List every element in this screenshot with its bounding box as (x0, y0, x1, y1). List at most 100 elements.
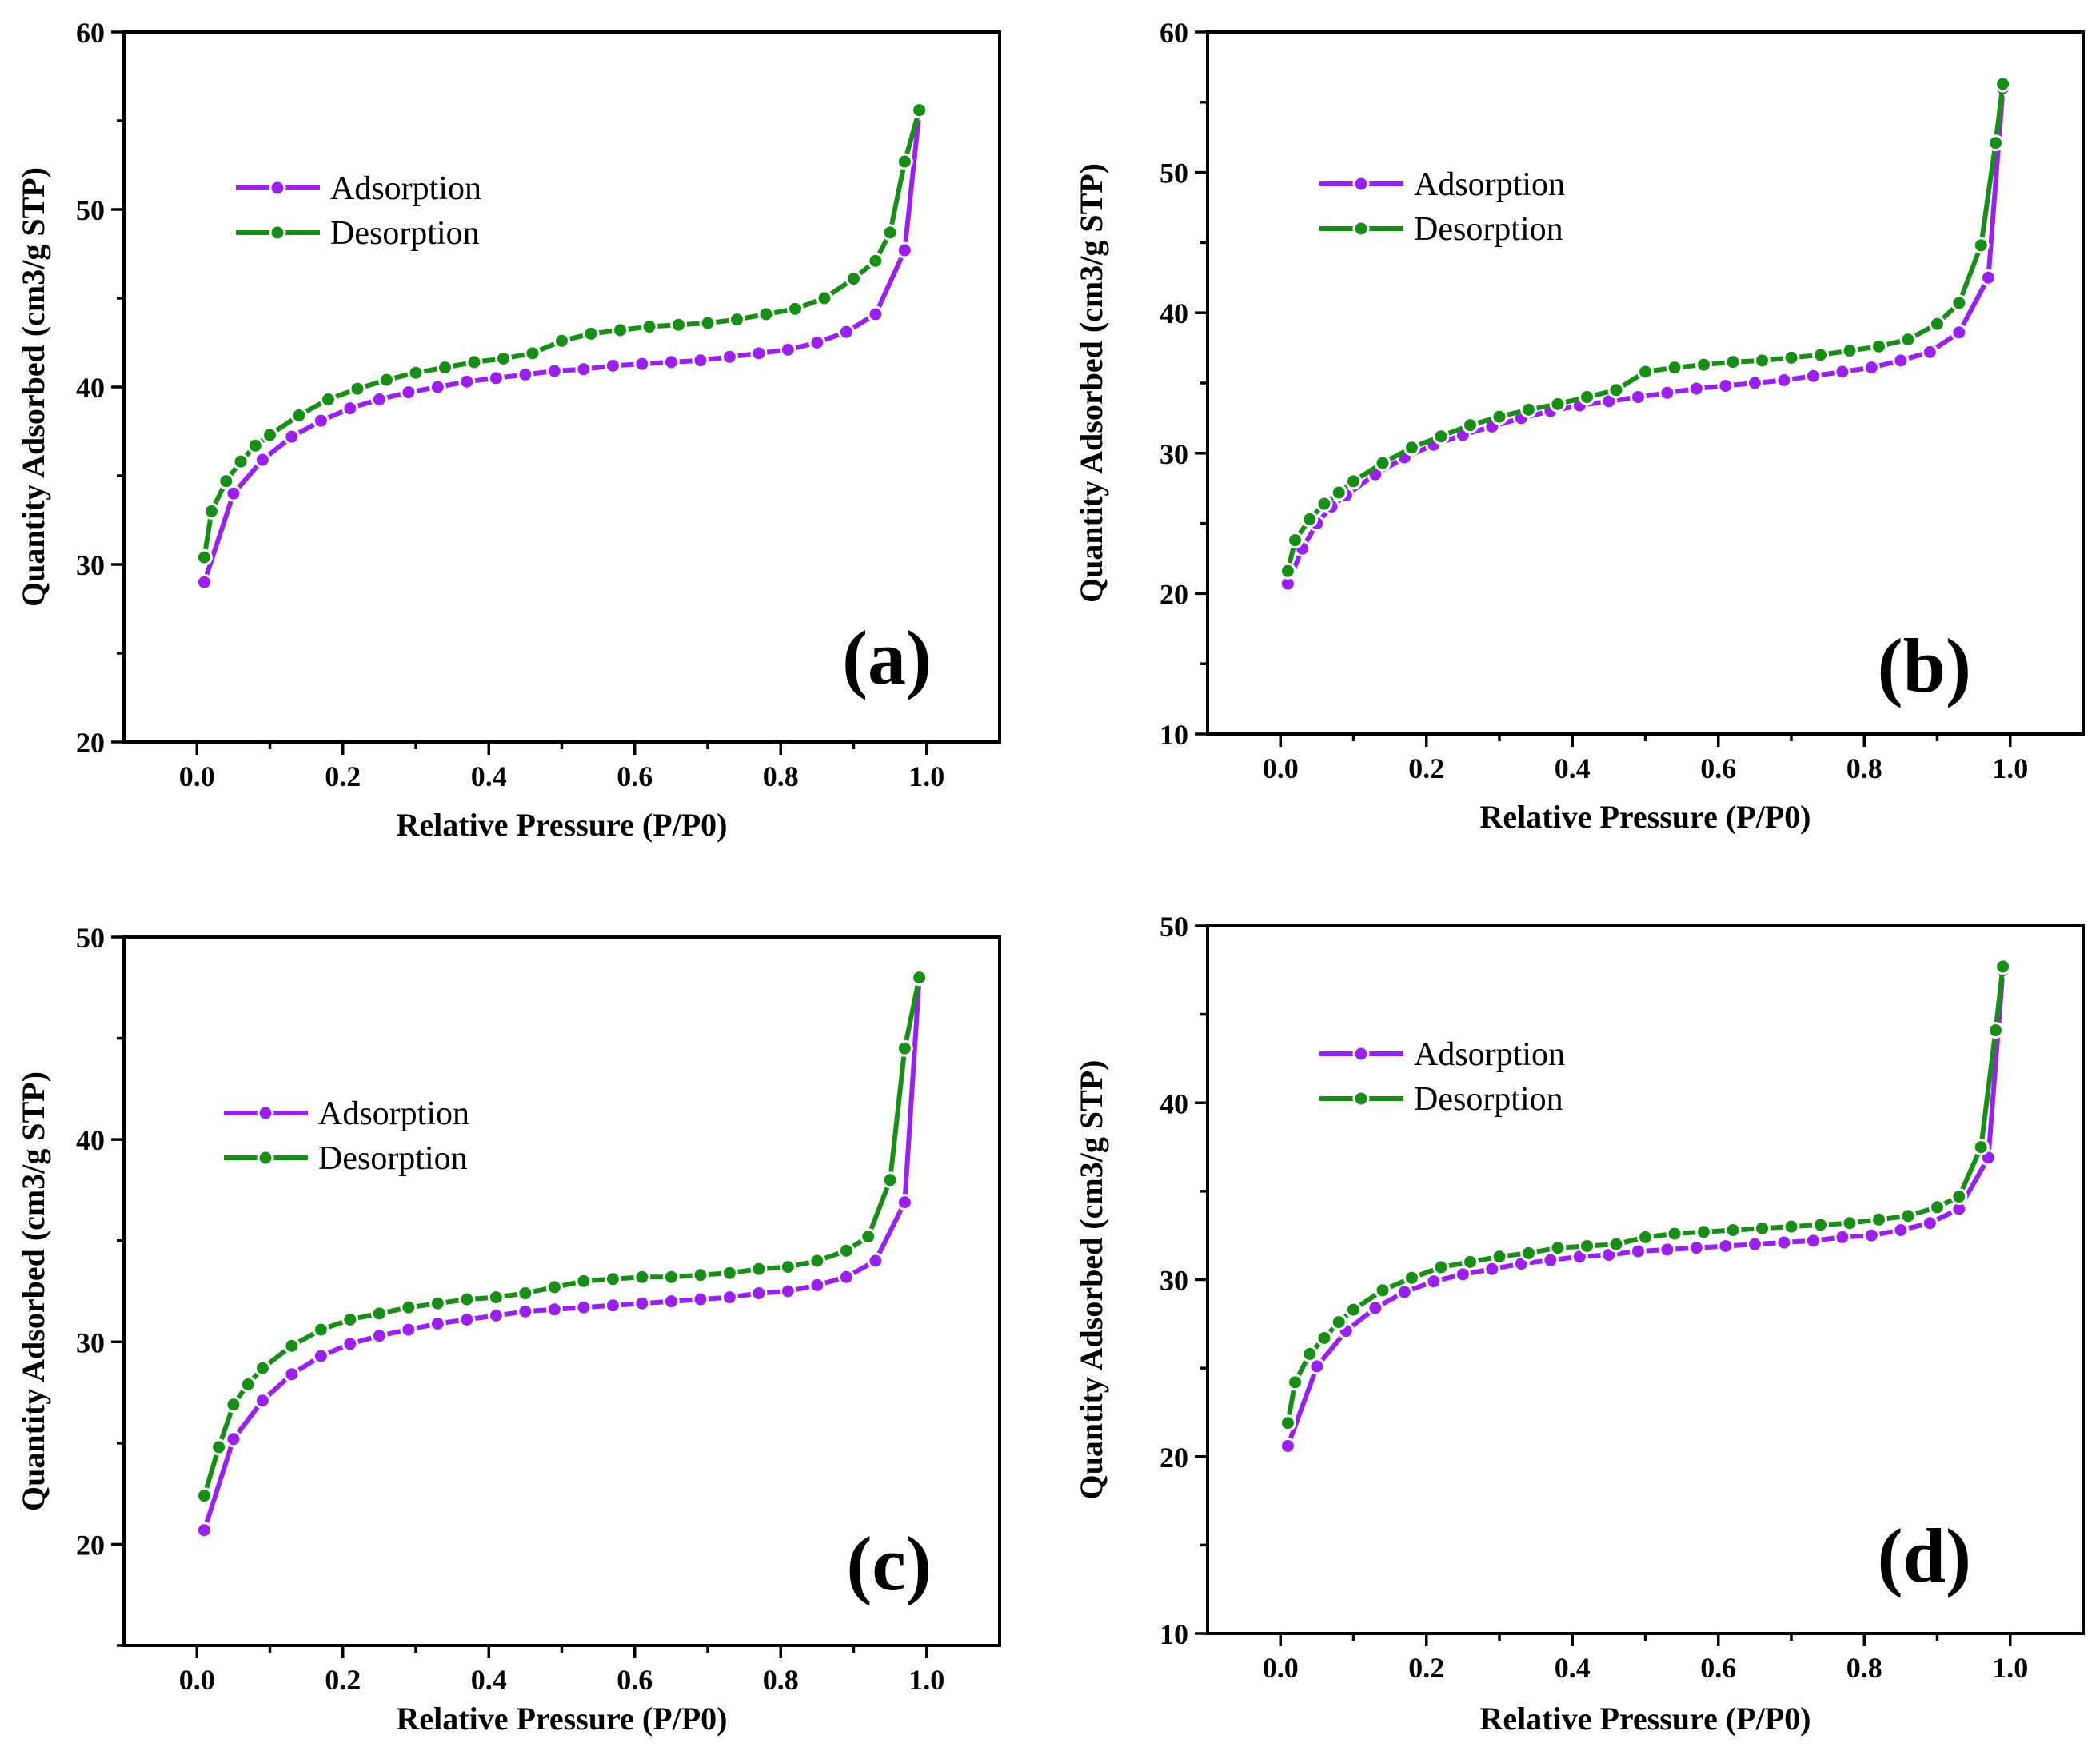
adsorption-point (662, 1293, 680, 1310)
y-tick-label: 10 (1160, 719, 1188, 751)
adsorption-point (1804, 1232, 1822, 1250)
adsorption-point (575, 1298, 593, 1316)
y-tick-label: 50 (76, 922, 105, 954)
desorption-point (232, 453, 250, 470)
desorption-point (779, 1258, 796, 1276)
desorption-point (721, 1264, 738, 1282)
desorption-point (670, 316, 687, 333)
legend-label-adsorption: Adsorption (1414, 1036, 1565, 1073)
legend-label-adsorption: Adsorption (318, 1095, 469, 1132)
adsorption-point (721, 1289, 738, 1306)
x-tick-label: 1.0 (908, 1664, 944, 1696)
adsorption-point (604, 1297, 621, 1314)
adsorption-point (692, 352, 709, 369)
adsorption-point (517, 1302, 534, 1320)
desorption-point (349, 380, 366, 397)
x-tick-label: 0.8 (1846, 752, 1882, 784)
desorption-point (1432, 428, 1450, 445)
plot-frame (122, 935, 1001, 1647)
y-axis-title: Quantity Adsorbed (cm3/g STP) (15, 167, 51, 607)
desorption-point (1724, 1222, 1742, 1239)
desorption-point (692, 1266, 709, 1284)
desorption-point (1695, 1223, 1712, 1241)
desorption-point (860, 1228, 877, 1246)
desorption-point (378, 371, 395, 389)
desorption-point (1841, 342, 1858, 360)
y-tick-label: 40 (76, 1124, 105, 1156)
desorption-point (1994, 75, 2012, 93)
y-tick-label: 50 (1160, 158, 1188, 189)
x-tick-label: 0.6 (1700, 1652, 1736, 1684)
desorption-point (429, 1294, 446, 1312)
desorption-series (195, 969, 928, 1505)
adsorption-point (225, 485, 242, 502)
desorption-point (465, 353, 483, 371)
chart-panel-a: 0.0 0.2 0.4 0.6 0.8 1.0 20 30 40 50 60 Relative Pre… (15, 17, 1001, 843)
y-tick-label: 50 (76, 194, 105, 226)
adsorption-point (837, 1268, 855, 1286)
desorption-point (1994, 958, 2012, 975)
adsorption-point (1804, 367, 1822, 385)
desorption-point (1315, 1330, 1333, 1347)
legend-marker-desorption (257, 1149, 274, 1167)
adsorption-point (370, 391, 388, 409)
desorption-point (1607, 1235, 1625, 1253)
desorption-point (495, 349, 512, 367)
desorption-point (1432, 1258, 1450, 1276)
legend-marker-adsorption (1352, 175, 1370, 193)
desorption-point (1870, 337, 1887, 355)
desorption-point (816, 289, 833, 307)
x-tick-label: 0.8 (1846, 1652, 1882, 1684)
y-tick-label: 30 (76, 549, 105, 581)
desorption-point (750, 1260, 768, 1278)
desorption-point (1301, 510, 1319, 528)
desorption-point (837, 1242, 855, 1259)
adsorption-point (1454, 1266, 1471, 1283)
adsorption-point (1834, 363, 1851, 381)
adsorption-point (1542, 1251, 1559, 1269)
adsorption-point (545, 1301, 563, 1318)
desorption-point (1287, 532, 1304, 549)
desorption-point (1403, 439, 1420, 457)
desorption-point (896, 1039, 913, 1057)
x-tick-label: 1.0 (908, 760, 944, 792)
desorption-point (1754, 352, 1771, 369)
desorption-point (320, 391, 337, 409)
desorption-point (896, 153, 913, 170)
adsorption-point (1746, 374, 1763, 392)
x-tick-label: 0.0 (1263, 1652, 1299, 1684)
desorption-point (1315, 495, 1333, 513)
adsorption-point (750, 345, 768, 362)
desorption-series (195, 102, 928, 566)
desorption-point (1783, 349, 1800, 366)
legend-marker-desorption (269, 224, 286, 241)
adsorption-point (575, 361, 593, 378)
adsorption-point (1775, 371, 1793, 389)
x-tick-label: 0.2 (325, 760, 361, 792)
x-tick-label: 1.0 (1992, 752, 2028, 784)
desorption-point (1972, 1139, 1990, 1156)
desorption-point (312, 1321, 329, 1338)
x-tick-label: 0.4 (471, 1664, 507, 1696)
adsorption-point (370, 1327, 388, 1345)
legend-label-desorption: Desorption (330, 215, 480, 252)
x-tick-label: 0.6 (1700, 752, 1736, 784)
desorption-point (1987, 1022, 2004, 1039)
desorption-point (1695, 356, 1712, 373)
desorption-point (1287, 1374, 1304, 1391)
adsorption-point (1659, 384, 1676, 401)
adsorption-point (1746, 1235, 1763, 1253)
desorption-line (1285, 83, 2006, 572)
desorption-point (1345, 1301, 1362, 1318)
adsorption-point (633, 1294, 651, 1312)
adsorption-point (341, 400, 359, 417)
legend-label-desorption: Desorption (1414, 211, 1563, 248)
desorption-line (202, 976, 922, 1497)
desorption-point (407, 364, 425, 381)
desorption-point (787, 300, 804, 317)
adsorption-point (1892, 1222, 1910, 1239)
desorption-point (1330, 484, 1347, 501)
y-axis-title: Quantity Adsorbed (cm3/g STP) (1073, 163, 1109, 603)
legend-label-adsorption: Adsorption (330, 170, 481, 207)
desorption-point (1950, 1188, 1968, 1206)
